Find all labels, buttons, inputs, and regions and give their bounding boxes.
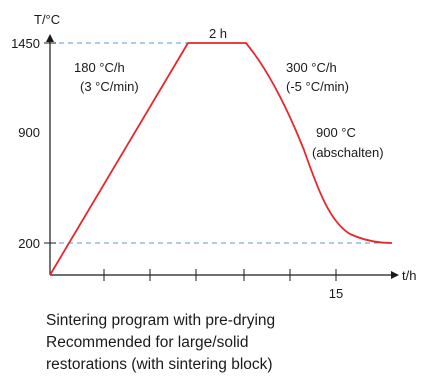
y-axis-label: T/°C (34, 12, 60, 27)
y-tick-label-1450: 1450 (11, 36, 40, 51)
caption-line-1: Sintering program with pre-drying (46, 312, 276, 329)
heat-rate-min-annotation: (3 °C/min) (80, 79, 139, 94)
caption-line-3: restorations (with sintering block) (46, 356, 273, 373)
cutoff-note-annotation: (abschalten) (312, 145, 384, 160)
caption-line-2: Recommended for large/solid (46, 334, 249, 351)
sintering-chart: T/°C t/h 1450 900 200 15 2 h 180 °C/h (3… (11, 12, 416, 300)
y-tick-label-900: 900 (18, 125, 40, 140)
cool-rate-min-annotation: (-5 °C/min) (286, 79, 349, 94)
hold-annotation: 2 h (209, 26, 227, 41)
temperature-curve (49, 42, 393, 276)
chart-caption: Sintering program with pre-drying Recomm… (46, 310, 416, 376)
x-tick-label-15: 15 (329, 286, 343, 300)
y-tick-label-200: 200 (18, 236, 40, 251)
x-axis-label: t/h (402, 268, 416, 283)
y-axis-arrow (46, 34, 54, 42)
cutoff-annotation: 900 °C (316, 125, 356, 140)
heat-rate-annotation: 180 °C/h (74, 60, 125, 75)
cool-rate-annotation: 300 °C/h (286, 60, 337, 75)
x-axis-arrow (391, 271, 399, 279)
